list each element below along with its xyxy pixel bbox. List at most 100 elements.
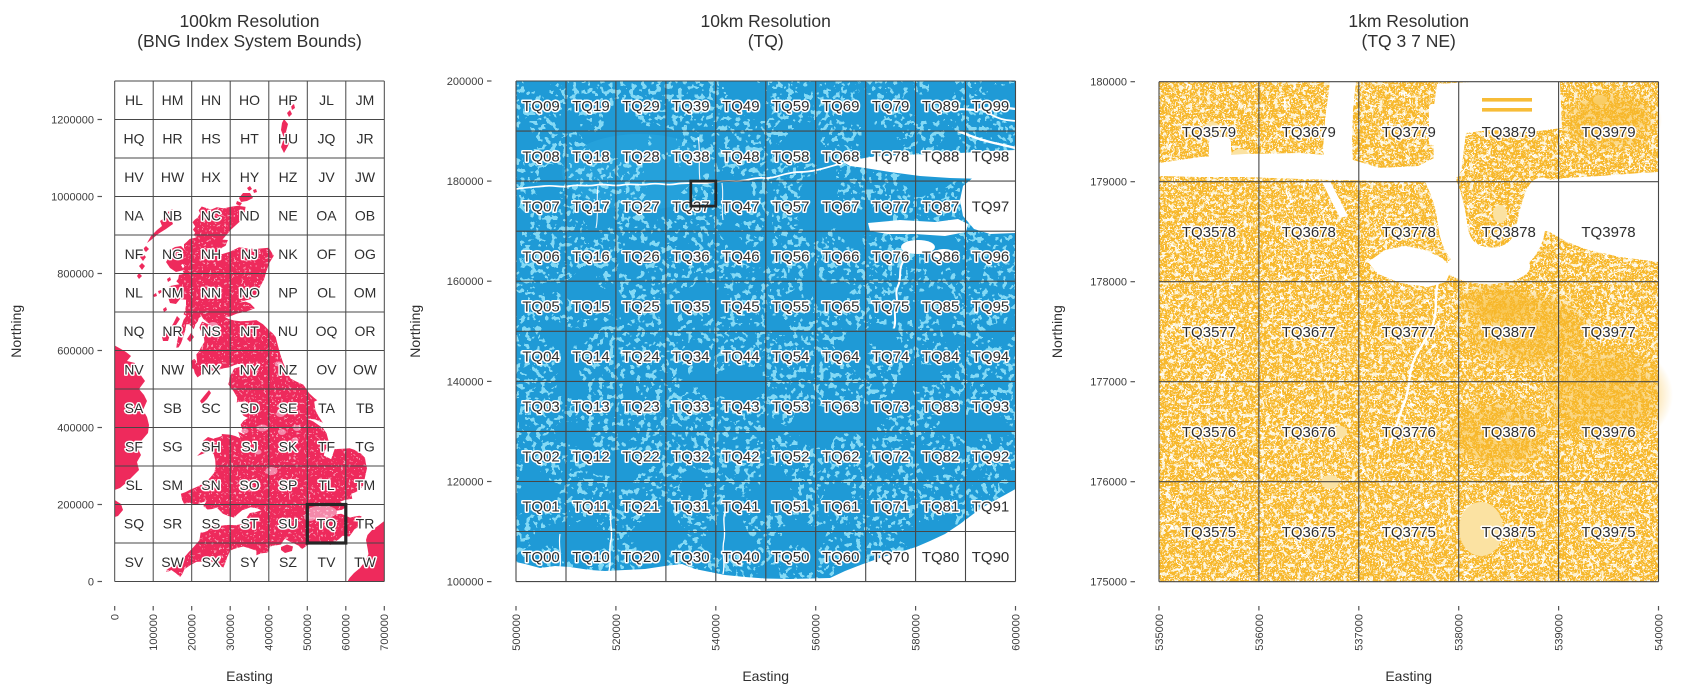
svg-text:TQ06: TQ06 bbox=[522, 248, 560, 265]
svg-text:NZ: NZ bbox=[279, 362, 298, 378]
svg-text:TQ21: TQ21 bbox=[622, 499, 660, 516]
svg-text:NT: NT bbox=[240, 323, 259, 339]
svg-text:TQ05: TQ05 bbox=[522, 299, 560, 316]
svg-text:540000: 540000 bbox=[711, 614, 723, 651]
svg-text:JL: JL bbox=[319, 92, 334, 108]
svg-text:NJ: NJ bbox=[241, 246, 258, 262]
svg-text:TQ80: TQ80 bbox=[922, 549, 960, 566]
svg-text:TQ3977: TQ3977 bbox=[1581, 324, 1635, 341]
svg-text:TQ74: TQ74 bbox=[872, 349, 910, 366]
svg-text:TQ44: TQ44 bbox=[722, 349, 760, 366]
svg-text:100000: 100000 bbox=[148, 614, 160, 651]
svg-text:600000: 600000 bbox=[57, 345, 94, 357]
svg-text:TQ3679: TQ3679 bbox=[1282, 124, 1336, 141]
svg-text:TQ85: TQ85 bbox=[922, 299, 960, 316]
svg-text:400000: 400000 bbox=[57, 422, 94, 434]
svg-text:TQ26: TQ26 bbox=[622, 248, 660, 265]
svg-text:TQ77: TQ77 bbox=[872, 198, 910, 215]
svg-text:535000: 535000 bbox=[1154, 614, 1166, 651]
svg-text:TQ3775: TQ3775 bbox=[1382, 524, 1436, 541]
svg-text:537000: 537000 bbox=[1354, 614, 1366, 651]
svg-text:520000: 520000 bbox=[611, 614, 623, 651]
svg-text:0: 0 bbox=[110, 614, 122, 620]
svg-text:TQ62: TQ62 bbox=[822, 449, 860, 466]
svg-text:TQ61: TQ61 bbox=[822, 499, 860, 516]
svg-text:HM: HM bbox=[162, 92, 184, 108]
svg-text:TQ47: TQ47 bbox=[722, 198, 760, 215]
svg-text:NU: NU bbox=[278, 323, 298, 339]
svg-text:TV: TV bbox=[318, 554, 337, 570]
svg-text:TQ72: TQ72 bbox=[872, 449, 910, 466]
svg-text:TQ66: TQ66 bbox=[822, 248, 860, 265]
svg-text:TQ30: TQ30 bbox=[672, 549, 710, 566]
svg-text:HS: HS bbox=[201, 131, 220, 147]
svg-text:177000: 177000 bbox=[1090, 377, 1127, 389]
svg-text:TQ3978: TQ3978 bbox=[1581, 224, 1635, 241]
svg-text:HW: HW bbox=[161, 169, 185, 185]
svg-text:NB: NB bbox=[163, 208, 182, 224]
svg-text:TQ00: TQ00 bbox=[522, 549, 560, 566]
svg-text:TQ24: TQ24 bbox=[622, 349, 660, 366]
svg-text:TQ40: TQ40 bbox=[722, 549, 760, 566]
svg-text:NY: NY bbox=[240, 362, 260, 378]
svg-text:NL: NL bbox=[125, 285, 143, 301]
svg-text:TQ04: TQ04 bbox=[522, 349, 560, 366]
svg-text:TQ3577: TQ3577 bbox=[1182, 324, 1236, 341]
svg-text:TQ46: TQ46 bbox=[722, 248, 760, 265]
svg-text:560000: 560000 bbox=[811, 614, 823, 651]
svg-text:HZ: HZ bbox=[279, 169, 298, 185]
svg-text:TQ10: TQ10 bbox=[572, 549, 610, 566]
svg-text:TQ3576: TQ3576 bbox=[1182, 424, 1236, 441]
svg-text:NK: NK bbox=[278, 246, 298, 262]
svg-text:SL: SL bbox=[125, 477, 142, 493]
svg-text:TQ39: TQ39 bbox=[672, 98, 710, 115]
svg-text:SO: SO bbox=[239, 477, 259, 493]
svg-text:TQ67: TQ67 bbox=[822, 198, 860, 215]
svg-text:TQ73: TQ73 bbox=[872, 399, 910, 416]
svg-text:HN: HN bbox=[201, 92, 221, 108]
svg-text:OF: OF bbox=[317, 246, 336, 262]
svg-text:178000: 178000 bbox=[1090, 277, 1127, 289]
svg-text:OB: OB bbox=[355, 208, 375, 224]
svg-text:180000: 180000 bbox=[447, 176, 484, 188]
svg-text:TQ3677: TQ3677 bbox=[1282, 324, 1336, 341]
svg-text:TQ43: TQ43 bbox=[722, 399, 760, 416]
svg-text:539000: 539000 bbox=[1554, 614, 1566, 651]
svg-text:SG: SG bbox=[162, 439, 182, 455]
svg-text:Northing: Northing bbox=[1049, 305, 1065, 358]
svg-text:TQ83: TQ83 bbox=[922, 399, 960, 416]
svg-text:NA: NA bbox=[124, 208, 144, 224]
svg-text:TQ87: TQ87 bbox=[922, 198, 960, 215]
svg-text:TQ3779: TQ3779 bbox=[1382, 124, 1436, 141]
svg-text:1km Resolution: 1km Resolution bbox=[1348, 11, 1469, 31]
svg-text:SZ: SZ bbox=[279, 554, 297, 570]
svg-text:800000: 800000 bbox=[57, 268, 94, 280]
svg-text:TG: TG bbox=[355, 439, 374, 455]
svg-text:TQ3877: TQ3877 bbox=[1482, 324, 1536, 341]
svg-text:TQ75: TQ75 bbox=[872, 299, 910, 316]
svg-text:OV: OV bbox=[316, 362, 337, 378]
svg-text:160000: 160000 bbox=[447, 276, 484, 288]
svg-text:100000: 100000 bbox=[447, 577, 484, 589]
svg-text:NX: NX bbox=[201, 362, 221, 378]
svg-text:TQ41: TQ41 bbox=[722, 499, 760, 516]
svg-text:TQ3876: TQ3876 bbox=[1482, 424, 1536, 441]
svg-text:TQ51: TQ51 bbox=[772, 499, 810, 516]
svg-text:TQ59: TQ59 bbox=[772, 98, 810, 115]
svg-text:SP: SP bbox=[279, 477, 298, 493]
svg-text:175000: 175000 bbox=[1090, 577, 1127, 589]
svg-text:HQ: HQ bbox=[124, 131, 145, 147]
svg-text:TQ60: TQ60 bbox=[822, 549, 860, 566]
svg-text:TF: TF bbox=[318, 439, 335, 455]
svg-text:TQ03: TQ03 bbox=[522, 399, 560, 416]
svg-text:SQ: SQ bbox=[124, 516, 144, 532]
svg-text:TQ13: TQ13 bbox=[572, 399, 610, 416]
svg-text:180000: 180000 bbox=[1090, 77, 1127, 89]
svg-text:HU: HU bbox=[278, 131, 298, 147]
svg-text:TQ11: TQ11 bbox=[573, 499, 609, 516]
svg-text:TQ64: TQ64 bbox=[822, 349, 860, 366]
svg-text:NQ: NQ bbox=[124, 323, 145, 339]
svg-text:300000: 300000 bbox=[225, 614, 237, 651]
svg-text:TQ23: TQ23 bbox=[622, 399, 660, 416]
svg-text:SM: SM bbox=[162, 477, 183, 493]
